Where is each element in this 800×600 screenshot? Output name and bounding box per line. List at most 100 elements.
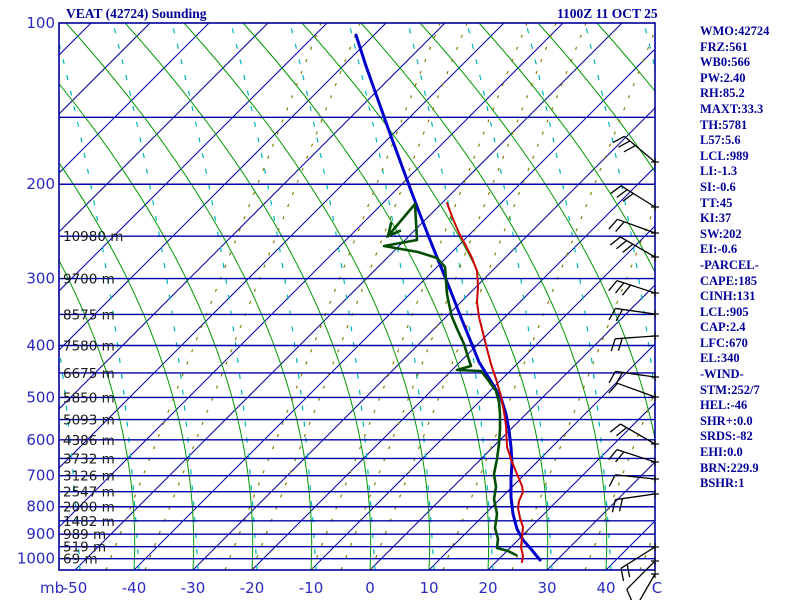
isotherm-line [59, 23, 269, 233]
temperature-axis: -50 -40 -30 -20 -10 0 10 20 30 40 C [63, 579, 662, 597]
axis-label: C [652, 579, 662, 597]
wind-barb [608, 449, 659, 466]
indices-panel: WMO:42724 FRZ:561 WB0:566 PW:2.40 RH:85.2 MAX… [700, 24, 798, 492]
wind-barb [626, 557, 659, 600]
index-line: -WIND- [700, 367, 744, 382]
axis-label: 1482 m [63, 514, 115, 530]
sounding-curves [354, 33, 542, 563]
axis-label: 2547 m [63, 485, 115, 501]
axis-label: -40 [122, 579, 147, 597]
index-line: WB0:566 [700, 55, 750, 70]
pressure-axis: 100 200 300 400 500 600 700 800 900 1000 mb [17, 14, 64, 597]
parcel-curve [354, 33, 542, 562]
index-line: CINH:131 [700, 289, 756, 304]
index-line: -PARCEL- [700, 257, 759, 272]
dry-adiabat-line [59, 83, 254, 570]
wind-barb [608, 370, 659, 385]
axis-label: 30 [537, 579, 556, 597]
wind-barbs [608, 135, 659, 600]
axis-label: 700 [26, 467, 55, 485]
wind-barb [611, 490, 659, 513]
index-line: CAP:2.4 [700, 320, 746, 335]
axis-label: 400 [26, 336, 55, 354]
wind-barb [608, 280, 659, 297]
axis-label: 9700 m [63, 272, 115, 288]
isotherm-line [59, 23, 328, 292]
axis-label: 0 [365, 579, 375, 597]
index-line: MAXT:33.3 [700, 101, 764, 116]
index-line: BRN:229.9 [700, 460, 759, 475]
axis-label: 600 [26, 431, 55, 449]
dry-adiabat-line [124, 23, 372, 570]
axis-label: 7580 m [63, 338, 115, 354]
wind-barb [610, 185, 659, 211]
axis-label: -10 [299, 579, 324, 597]
axis-label: 100 [26, 14, 55, 32]
index-line: LCL:989 [700, 148, 749, 163]
axis-label: 5850 m [63, 390, 115, 406]
page-title: VEAT (42724) Sounding [66, 6, 207, 21]
dry-adiabat-line [242, 23, 490, 570]
dry-adiabat-line [59, 161, 195, 570]
index-line: TT:45 [700, 195, 733, 210]
wind-barb [612, 135, 659, 166]
dewpoint-arrowhead [386, 222, 402, 239]
dry-adiabat-line [59, 259, 136, 570]
dry-adiabat-line [537, 23, 655, 173]
isotherm-line [369, 284, 655, 570]
isotherm-line [59, 23, 564, 528]
index-line: WMO:42724 [700, 24, 770, 38]
isotherm-line [192, 107, 655, 570]
isotherm-line [74, 23, 623, 570]
isotherm-line [310, 225, 655, 570]
axis-label: 10 [419, 579, 438, 597]
index-line: SW:202 [700, 226, 742, 241]
dry-adiabat-line [65, 23, 313, 570]
index-line: EI:-0.6 [700, 242, 738, 257]
axis-label: -30 [181, 579, 206, 597]
axis-label: 519 m [63, 540, 106, 556]
temperature-curve [446, 202, 524, 563]
axis-label: 900 [26, 525, 55, 543]
index-line: LI:-1.3 [700, 164, 738, 179]
dry-adiabat-line [360, 23, 608, 570]
axis-label: 5093 m [63, 413, 115, 429]
axis-label: 2000 m [63, 500, 115, 516]
axis-label: -20 [240, 579, 265, 597]
wind-barb [608, 382, 659, 401]
axis-label: 4386 m [63, 433, 115, 449]
axis-label: 800 [26, 498, 55, 516]
axis-label: 989 m [63, 527, 106, 543]
index-line: STM:252/7 [700, 382, 760, 397]
index-line: RH:85.2 [700, 86, 745, 101]
isotherm-line [546, 461, 655, 570]
index-line: EHI:0.0 [700, 445, 743, 460]
index-line: TH:5781 [700, 117, 748, 132]
wind-barb [620, 543, 659, 582]
index-line: L57:5.6 [700, 133, 741, 148]
wind-barb [608, 218, 659, 237]
axis-label: 20 [478, 579, 497, 597]
axis-label: -50 [63, 579, 88, 597]
isotherm-line [0, 23, 32, 570]
index-line: SHR+:0.0 [700, 413, 753, 428]
plot-area [59, 23, 655, 570]
index-line: SRDS:-82 [700, 429, 753, 444]
axis-label: 500 [26, 388, 55, 406]
isotherm-line [59, 23, 446, 410]
axis-label: 1000 [17, 550, 55, 568]
isotherm-line [133, 48, 655, 570]
wind-barb [609, 423, 659, 448]
index-line: SI:-0.6 [700, 179, 736, 194]
axis-label: 3732 m [63, 451, 115, 467]
axis-label: 69 m [63, 552, 98, 568]
axis-label: 10980 m [63, 229, 123, 245]
index-line: LFC:670 [700, 335, 748, 350]
index-line: KI:37 [700, 211, 732, 226]
dry-adiabat-line [419, 23, 655, 442]
background-grid [0, 23, 655, 570]
wind-barb [608, 307, 659, 322]
index-line: FRZ:561 [700, 39, 748, 54]
